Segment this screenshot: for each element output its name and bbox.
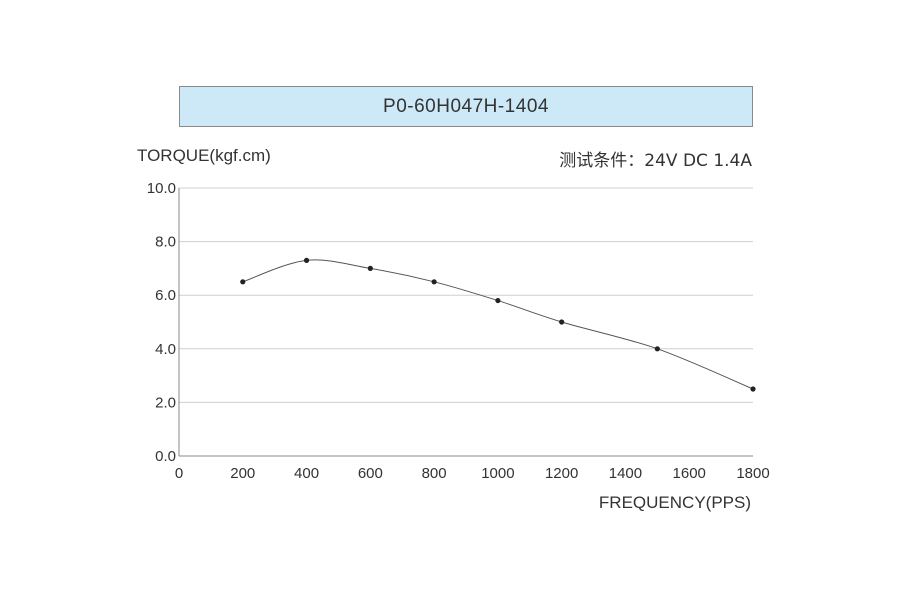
data-point [431, 279, 437, 285]
data-point [303, 257, 310, 263]
data-point [559, 319, 565, 325]
x-tick-label: 1200 [545, 465, 578, 482]
x-axis-label: FREQUENCY(PPS) [598, 493, 751, 512]
y-tick-label: 10.0 [147, 180, 176, 197]
data-point [750, 386, 756, 392]
x-tick-label: 1000 [481, 465, 514, 482]
data-point [495, 297, 501, 304]
y-tick-label: 0.0 [155, 448, 176, 465]
chart-title: P0-60H047H-1404 [179, 86, 753, 127]
test-conditions: 测试条件：24V DC 1.4A [559, 151, 752, 171]
y-tick-label: 2.0 [155, 394, 176, 411]
x-tick-label: 1400 [609, 465, 642, 482]
torque-curve [242, 259, 754, 390]
data-point [367, 265, 373, 271]
data-point [240, 279, 246, 285]
x-tick-label: 600 [358, 465, 383, 482]
x-tick-label: 400 [294, 465, 319, 482]
data-point [654, 346, 660, 352]
x-tick-label: 1600 [673, 465, 706, 482]
x-tick-label: 200 [230, 465, 255, 482]
y-tick-label: 6.0 [155, 287, 176, 304]
y-axis-label: TORQUE(kgf.cm) [137, 146, 271, 165]
x-tick-label: 800 [422, 465, 447, 482]
y-tick-label: 8.0 [155, 234, 176, 251]
y-tick-label: 4.0 [155, 341, 176, 358]
x-tick-label: 1800 [736, 465, 769, 482]
x-tick-label: 0 [175, 465, 183, 482]
